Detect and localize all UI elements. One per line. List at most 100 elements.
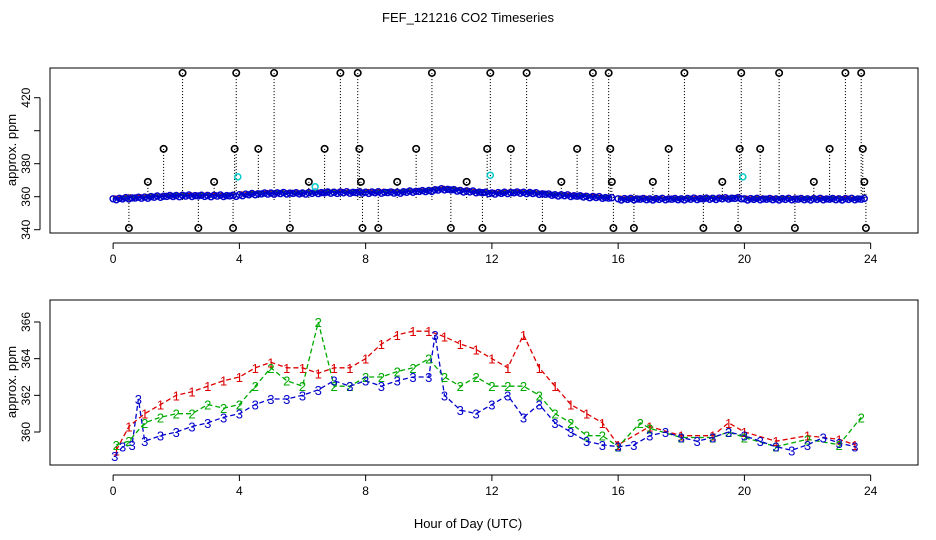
series-1-point: 1 [725, 416, 732, 431]
series-3-point: 3 [188, 420, 195, 435]
series-2-point: 2 [804, 432, 811, 447]
flag-point [210, 177, 219, 186]
flag-point [254, 144, 263, 153]
series-3-point: 3 [457, 403, 464, 418]
top-x-tick-label: 16 [611, 252, 625, 266]
flag-point [664, 144, 673, 153]
flag-point [604, 68, 613, 77]
series-3-point: 3 [693, 434, 700, 449]
top-x-tick-label: 24 [864, 252, 878, 266]
series-3-point: 3 [583, 434, 590, 449]
top-x-tick-label: 12 [485, 252, 499, 266]
series-3-point: 3 [315, 383, 322, 398]
top-y-axis-label: approx. ppm [4, 114, 19, 186]
series-1-point: 1 [425, 324, 432, 339]
bottom-x-tick-label: 24 [864, 484, 878, 498]
flag-point [775, 68, 784, 77]
series-2-point: 2 [551, 407, 558, 422]
flag-point [143, 177, 152, 186]
flag-point [522, 68, 531, 77]
flag-point [609, 224, 618, 233]
flag-point [607, 177, 616, 186]
top-axes: 0 4 8 12 16 20 24 340 360 380 420 [19, 87, 878, 266]
series-1-point: 1 [804, 429, 811, 444]
top-y-tick-label: 380 [19, 153, 33, 173]
bottom-y-axis-label: approx. ppm [4, 346, 19, 418]
series-1-point: 1 [141, 407, 148, 422]
series-1-point: 1 [457, 337, 464, 352]
x-axis-label: Hour of Day (UTC) [414, 516, 522, 531]
bottom-y-tick-label: 360 [19, 422, 33, 442]
series-1-point: 1 [599, 416, 606, 431]
series-1-point: 1 [409, 324, 416, 339]
flag-point [756, 144, 765, 153]
flag-point [486, 68, 495, 77]
flag-point [483, 144, 492, 153]
series-3-point: 3 [441, 388, 448, 403]
bottom-y-tick-label: 364 [19, 348, 33, 368]
series-1-point: 1 [378, 337, 385, 352]
series-3-point: 3 [520, 410, 527, 425]
series-3-point: 3 [472, 407, 479, 422]
series-1-point: 1 [283, 361, 290, 376]
flag-point [427, 68, 436, 77]
series-2-point: 2 [283, 374, 290, 389]
series-3-point: 3 [725, 425, 732, 440]
flag-point [446, 224, 455, 233]
flag-point [825, 144, 834, 153]
series-3-point: 3 [662, 425, 669, 440]
series-1-point: 1 [394, 328, 401, 343]
series-2-point: 2 [504, 379, 511, 394]
series-2-point: 2 [725, 425, 732, 440]
series-2-point: 2 [520, 379, 527, 394]
series-1-point: 1 [113, 443, 120, 458]
flag-point [699, 224, 708, 233]
series-2-point: 2 [741, 431, 748, 446]
bottom-x-tick-label: 16 [611, 484, 625, 498]
figure-title: FEF_121216 CO2 Timeseries [382, 10, 554, 25]
series-3-point: 3 [394, 374, 401, 389]
series-2-point: 2 [173, 407, 180, 422]
bottom-x-tick-label: 4 [236, 484, 243, 498]
bottom-x-tick-label: 12 [485, 484, 499, 498]
top-y-tick-label: 360 [19, 186, 33, 206]
flag-point [506, 144, 515, 153]
series-1-point: 1 [646, 420, 653, 435]
flag-point [270, 68, 279, 77]
series-1-point: 1 [125, 420, 132, 435]
series-2-point: 2 [220, 401, 227, 416]
flag-point [320, 144, 329, 153]
series-2-point: 2 [125, 434, 132, 449]
series-1-point: 1 [614, 438, 621, 453]
top-plot-frame [49, 67, 919, 234]
flag-point [735, 144, 744, 153]
flag-point [124, 224, 133, 233]
series-3-point: 3 [283, 392, 290, 407]
series-1-point: 1 [520, 328, 527, 343]
flag-point [393, 177, 402, 186]
flag-point [356, 177, 365, 186]
flag-point [178, 68, 187, 77]
series-3-point: 3 [804, 438, 811, 453]
series-3-point: 3 [299, 388, 306, 403]
series-1-point: 1 [346, 361, 353, 376]
series-3-point: 3 [252, 398, 259, 413]
series-1-point: 1 [441, 330, 448, 345]
series-2-point: 2 [599, 429, 606, 444]
flag-point [680, 68, 689, 77]
series-2-point: 2 [425, 352, 432, 367]
series-3-point: 3 [788, 443, 795, 458]
series-1-point: 1 [267, 355, 274, 370]
series-3-point: 3 [141, 434, 148, 449]
series-2-point: 2 [536, 388, 543, 403]
series-3-point: 3 [111, 449, 118, 464]
series-2-point: 2 [678, 431, 685, 446]
series-2-line [116, 321, 862, 448]
top-data-layer [109, 68, 870, 233]
flag-point [412, 144, 421, 153]
series-2-point: 2 [457, 379, 464, 394]
series-3-point: 3 [425, 370, 432, 385]
flag-point [557, 177, 566, 186]
flag-point [588, 68, 597, 77]
